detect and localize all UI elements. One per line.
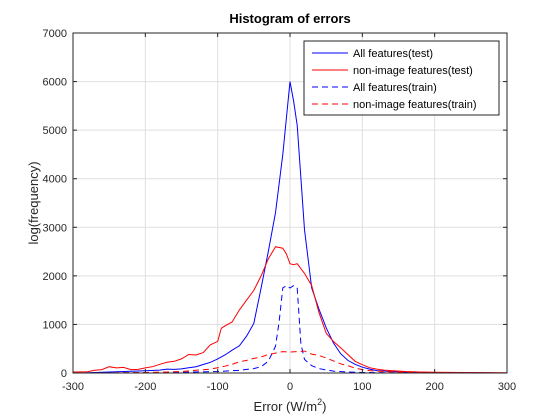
x-tick-label: 0 — [287, 381, 293, 393]
series-line-1 — [72, 81, 493, 374]
series-line-3 — [72, 284, 508, 374]
legend-label: All features(train) — [353, 82, 437, 94]
legend-label: All features(test) — [353, 48, 433, 60]
x-tick-label: 200 — [425, 381, 443, 393]
legend-label: non-image features(train) — [353, 99, 477, 111]
x-axis-label-close: ) — [322, 399, 326, 414]
x-axis-label-superscript: 2 — [317, 397, 322, 407]
y-tick-label: 4000 — [43, 174, 67, 186]
x-axis-label-text: Error (W/m — [254, 399, 318, 414]
y-tick-label: 6000 — [43, 77, 67, 89]
x-tick-label: 100 — [353, 381, 371, 393]
y-axis-ticks: 0 1000 2000 3000 4000 5000 6000 7000 — [43, 28, 507, 380]
chart-title: Histogram of errors — [229, 11, 350, 26]
x-axis-label: Error (W/m2) — [254, 397, 327, 414]
y-tick-label: 3000 — [43, 222, 67, 234]
x-tick-label: -200 — [134, 381, 156, 393]
y-tick-label: 0 — [61, 368, 67, 380]
plot-lines — [72, 81, 508, 374]
legend: All features(test) non-image features(tes… — [303, 40, 500, 116]
series-line-2 — [72, 246, 508, 374]
x-tick-label: -300 — [62, 381, 84, 393]
y-tick-label: 5000 — [43, 125, 67, 137]
y-tick-label: 7000 — [43, 28, 67, 40]
series-line-4 — [72, 350, 508, 374]
x-axis-ticks: -300 -200 -100 0 100 200 300 — [62, 33, 516, 393]
y-tick-label: 2000 — [43, 271, 67, 283]
y-axis-label: log(frequency) — [26, 161, 41, 244]
legend-label: non-image features(test) — [353, 65, 473, 77]
y-tick-label: 1000 — [43, 319, 67, 331]
x-tick-label: 300 — [498, 381, 516, 393]
x-tick-label: -100 — [207, 381, 229, 393]
